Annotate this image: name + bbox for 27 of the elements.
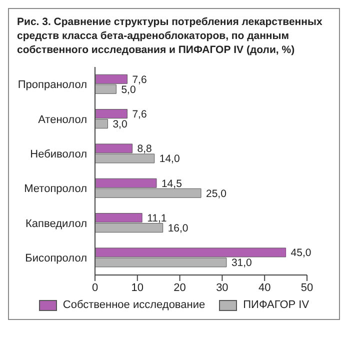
- chart-title: Рис. 3. Сравнение структуры потребления лекарственных средств класса бета-адреноблокаторов, по данным собственного исследования и ПИФАГОР IV (доли, %): [16, 15, 324, 57]
- x-tick-label: 0: [92, 282, 98, 294]
- x-tick-label: 10: [131, 282, 144, 294]
- data-label: 11,1: [147, 212, 167, 225]
- x-tick-label: 20: [174, 282, 186, 294]
- y-tick-label: Небиволол: [30, 148, 87, 161]
- y-tick-label: Метопролол: [24, 183, 87, 196]
- data-label: 5,0: [121, 84, 136, 96]
- y-tick-label: Бисопролол: [25, 252, 87, 265]
- data-label: 7,6: [132, 74, 147, 86]
- y-tick-label: Пропранолол: [18, 79, 87, 92]
- data-label: 7,6: [132, 108, 147, 121]
- x-tick-label: 40: [258, 282, 271, 294]
- data-label: 16,0: [168, 222, 188, 235]
- legend-label: Собственное исследование: [62, 299, 206, 311]
- x-tick-label: 50: [300, 282, 314, 294]
- legend-label: ПИФАГОР IV: [243, 299, 310, 311]
- data-label: 14,5: [161, 178, 182, 190]
- data-label: 3,0: [112, 118, 128, 131]
- data-label: 14,0: [159, 153, 180, 166]
- data-label: 31,0: [231, 257, 252, 270]
- data-label: 25,0: [206, 188, 227, 200]
- data-label: 8,8: [137, 143, 152, 156]
- data-label: 45,0: [290, 247, 312, 260]
- x-tick-label: 30: [216, 282, 228, 294]
- y-tick-label: Капведилол: [26, 218, 87, 230]
- y-tick-label: Атенолол: [38, 114, 87, 126]
